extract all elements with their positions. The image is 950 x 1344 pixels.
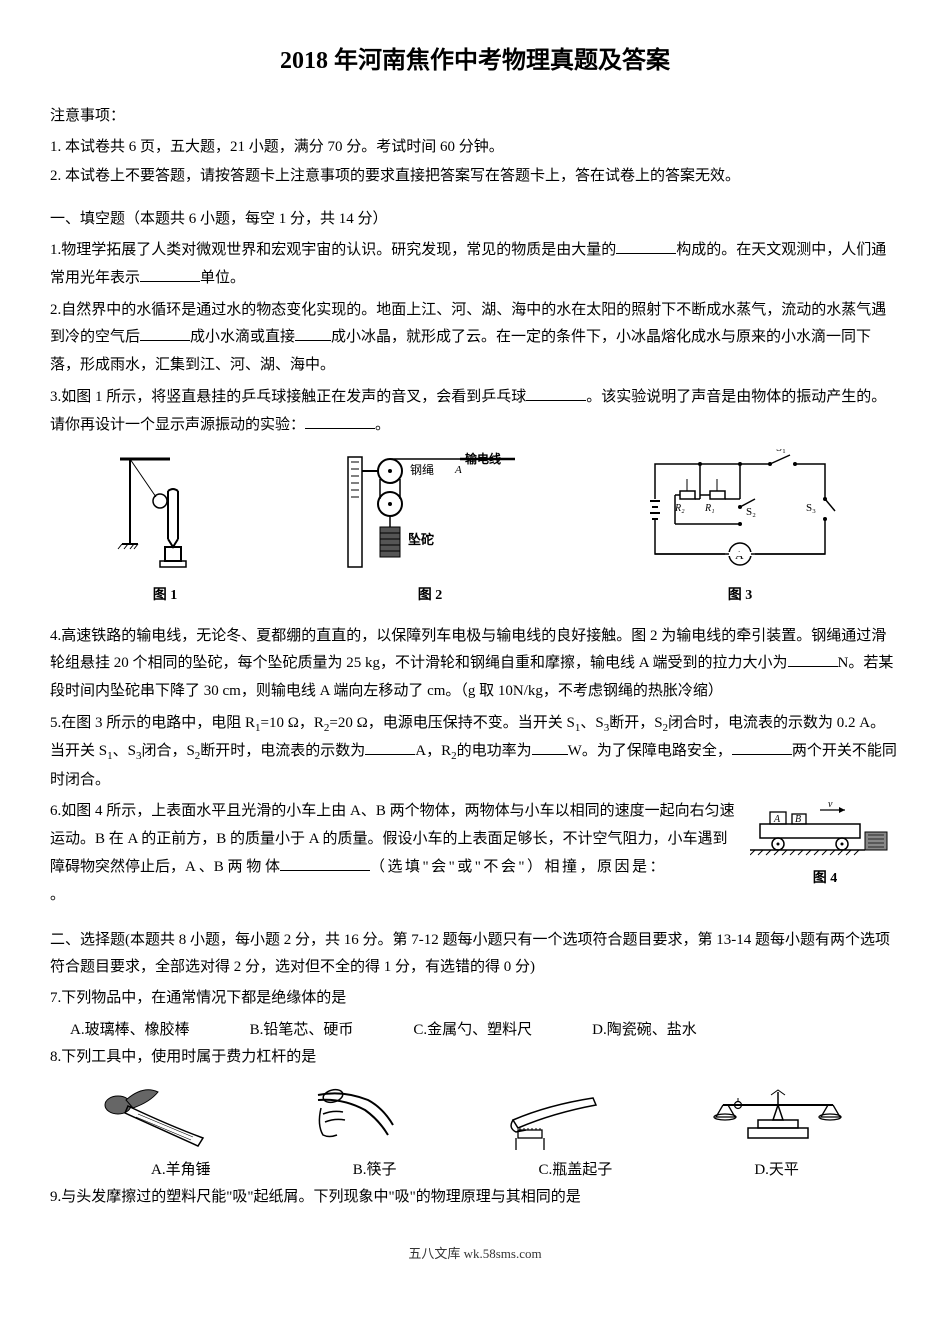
notice-header: 注意事项：	[50, 103, 900, 130]
question-6: A B v 图 4 6.如图 4 所示，上表面水平且光滑的小车上由 A、B 两个…	[50, 798, 900, 909]
s2-label: S₂	[746, 506, 756, 518]
blank	[526, 386, 586, 401]
q8-option-a: A.羊角锤	[151, 1157, 211, 1184]
question-1: 1.物理学拓展了人类对微观世界和宏观宇宙的认识。研究发现，常见的物质是由大量的构…	[50, 237, 900, 293]
q8-figures	[50, 1080, 900, 1155]
q5-text-b: =10 Ω，R	[261, 715, 324, 731]
steel-rope-label: 钢绳	[410, 463, 434, 477]
q5-text-a: 5.在图 3 所示的电路中，电阻 R	[50, 715, 255, 731]
q3-text-c: 。	[375, 417, 390, 433]
r1-label: R₁	[704, 503, 715, 514]
notice-item-1: 1. 本试卷共 6 页，五大题，21 小题，满分 70 分。考试时间 60 分钟…	[50, 134, 900, 161]
figure-1: 图 1	[110, 449, 220, 608]
question-4: 4.高速铁路的输电线，无论冬、夏都绷的直直的，以保障列车电极与输电线的良好接触。…	[50, 623, 900, 706]
q5-text-l: W。为了保障电路安全，	[568, 743, 732, 759]
bottle-opener-icon	[498, 1080, 608, 1155]
q1-text-c: 单位。	[200, 270, 245, 286]
blank	[732, 740, 792, 755]
section1-title: 一、填空题（本题共 6 小题，每空 1 分，共 14 分）	[50, 206, 900, 233]
blank	[365, 740, 415, 755]
question-5: 5.在图 3 所示的电路中，电阻 R1=10 Ω，R2=20 Ω，电源电压保持不…	[50, 710, 900, 794]
exam-title: 2018 年河南焦作中考物理真题及答案	[50, 40, 900, 83]
block-a-label: A	[773, 814, 781, 825]
hammer-icon	[98, 1080, 208, 1155]
figure-1-caption: 图 1	[110, 583, 220, 608]
circuit-diagram: S₁ R₂ R₁ S₂ S₃ A	[640, 449, 840, 579]
q5-text-c: =20 Ω，电源电压保持不变。当开关 S	[329, 715, 574, 731]
balance-scale-icon	[703, 1080, 853, 1155]
figure-2: 钢绳 输电线 A 坠砣 图 2	[340, 449, 520, 608]
q5-text-h: 闭合，S	[141, 743, 194, 759]
notice-item-2: 2. 本试卷上不要答题，请按答题卡上注意事项的要求直接把答案写在答题卡上，答在试…	[50, 163, 900, 190]
weight-label: 坠砣	[408, 532, 434, 547]
question-9: 9.与头发摩擦过的塑料尺能"吸"起纸屑。下列现象中"吸"的物理原理与其相同的是	[50, 1184, 900, 1212]
q1-text-a: 1.物理学拓展了人类对微观世界和宏观宇宙的认识。研究发现，常见的物质是由大量的	[50, 242, 616, 258]
pulley-diagram: 钢绳 输电线 A 坠砣	[340, 449, 520, 579]
blank	[140, 326, 190, 341]
q7-option-b: B.铅笔芯、硬币	[250, 1017, 354, 1044]
q5-text-k: 的电功率为	[457, 743, 532, 759]
q8-option-d: D.天平	[754, 1157, 799, 1184]
point-a-label: A	[454, 464, 462, 476]
figure-4-caption: 图 4	[750, 866, 900, 892]
question-8: 8.下列工具中，使用时属于费力杠杆的是	[50, 1044, 900, 1072]
q4-text-a: 4.高速铁路的输电线，无论冬、夏都绷的直直的，以保障列车电极与输电线的良好接触。…	[50, 628, 886, 672]
q5-text-j: A，R	[415, 743, 451, 759]
q7-option-a: A.玻璃棒、橡胶棒	[70, 1017, 190, 1044]
q5-text-e: 断开，S	[609, 715, 662, 731]
q8-labels: A.羊角锤 B.筷子 C.瓶盖起子 D.天平	[50, 1157, 900, 1184]
figure-2-caption: 图 2	[340, 583, 520, 608]
figure-3-caption: 图 3	[640, 583, 840, 608]
figures-row-1: 图 1 钢绳 输电线 A	[50, 449, 900, 608]
q3-text-a: 3.如图 1 所示，将竖直悬挂的乒乓球接触正在发声的音叉，会看到乒乓球	[50, 389, 526, 405]
blank	[788, 652, 838, 667]
q6-text-b: （选填"会"或"不会"）相撞，原因是：	[370, 859, 667, 875]
figure-3: S₁ R₂ R₁ S₂ S₃ A	[640, 449, 840, 608]
blank	[295, 326, 331, 341]
q7-option-d: D.陶瓷碗、盐水	[592, 1017, 697, 1044]
question-3: 3.如图 1 所示，将竖直悬挂的乒乓球接触正在发声的音叉，会看到乒乓球。该实验说…	[50, 384, 900, 440]
page-footer: 五八文库 wk.58sms.com	[50, 1242, 900, 1265]
blank	[532, 740, 568, 755]
q5-text-g: 、S	[113, 743, 136, 759]
q8-option-c: C.瓶盖起子	[539, 1157, 613, 1184]
velocity-label: v	[828, 802, 833, 810]
q7-options: A.玻璃棒、橡胶棒 B.铅笔芯、硬币 C.金属勺、塑料尺 D.陶瓷碗、盐水	[50, 1017, 900, 1044]
block-b-label: B	[795, 814, 801, 825]
q5-text-d: 、S	[580, 715, 603, 731]
question-7: 7.下列物品中，在通常情况下都是绝缘体的是	[50, 985, 900, 1013]
notice-section: 注意事项： 1. 本试卷共 6 页，五大题，21 小题，满分 70 分。考试时间…	[50, 103, 900, 190]
blank	[305, 414, 375, 429]
section2-title: 二、选择题(本题共 8 小题，每小题 2 分，共 16 分。第 7-12 题每小…	[50, 927, 900, 981]
q7-option-c: C.金属勺、塑料尺	[413, 1017, 532, 1044]
figure-4: A B v 图 4	[750, 802, 900, 892]
question-2: 2.自然界中的水循环是通过水的物态变化实现的。地面上江、河、湖、海中的水在太阳的…	[50, 297, 900, 380]
tuning-fork-diagram	[110, 449, 220, 579]
s1-label: S₁	[776, 449, 786, 454]
blank	[616, 239, 676, 254]
s3-label: S₃	[806, 502, 816, 514]
q5-text-i: 断开时，电流表的示数为	[200, 743, 365, 759]
q8-option-b: B.筷子	[353, 1157, 397, 1184]
blank	[280, 856, 370, 871]
cart-diagram: A B v	[750, 802, 900, 862]
q2-text-b: 成小水滴或直接	[190, 329, 295, 345]
chopsticks-icon	[303, 1080, 403, 1155]
blank	[140, 267, 200, 282]
